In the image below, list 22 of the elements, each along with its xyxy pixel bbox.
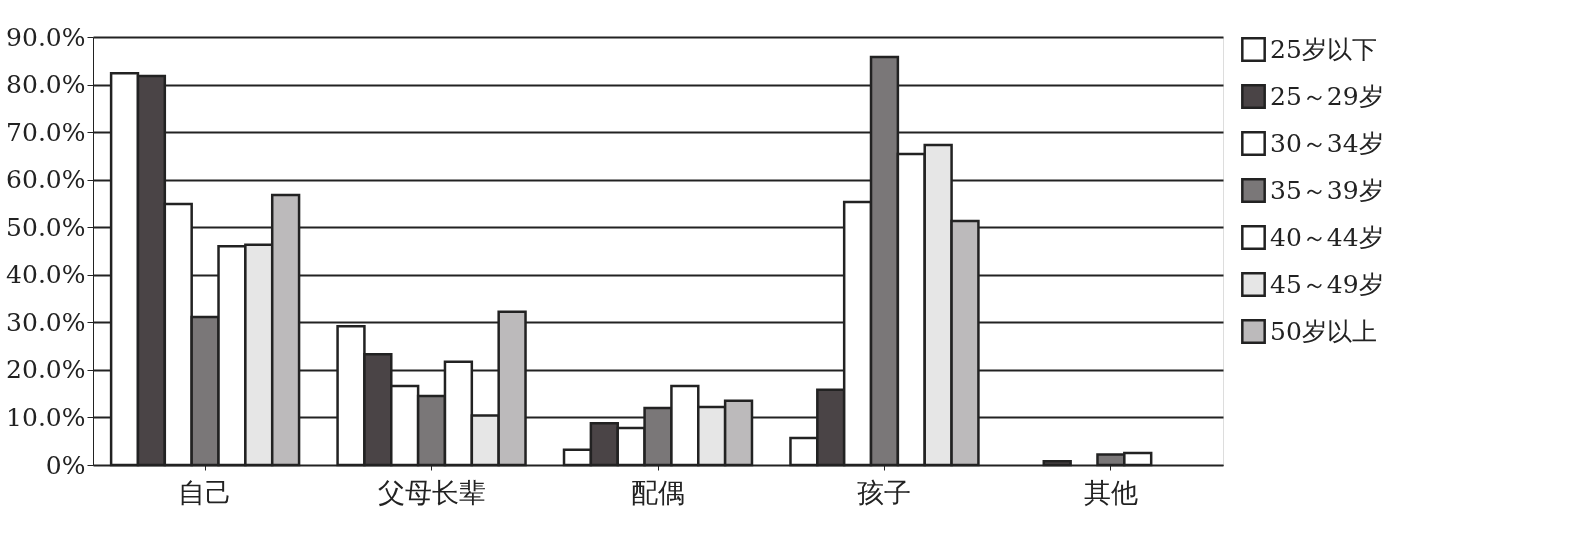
x-tick-label: 配偶 [631,476,685,508]
y-tick-label: 30.0% [6,307,86,337]
y-tick-label: 70.0% [6,117,86,147]
legend-label: 35～39岁 [1270,175,1384,205]
y-tick-label: 0% [45,450,86,480]
legend-label: 50岁以上 [1270,316,1377,346]
y-tick-label: 40.0% [6,260,86,290]
y-tick-label: 20.0% [6,355,86,385]
legend-label: 30～34岁 [1270,128,1384,158]
y-tick-label: 10.0% [6,402,86,432]
y-tick-label: 90.0% [6,22,86,52]
y-tick-label: 50.0% [6,212,86,242]
x-tick-label: 父母长辈 [377,476,486,508]
legend-label: 45～49岁 [1270,269,1384,299]
legend-label: 25～29岁 [1270,81,1384,111]
y-tick-label: 80.0% [6,70,86,100]
x-tick-label: 孩子 [857,476,912,508]
legend-label: 40～44岁 [1270,222,1384,252]
x-tick-label: 其他 [1083,476,1138,508]
x-tick-label: 自己 [178,476,233,508]
legend-label: 25岁以下 [1270,34,1377,64]
y-tick-label: 60.0% [6,165,86,195]
